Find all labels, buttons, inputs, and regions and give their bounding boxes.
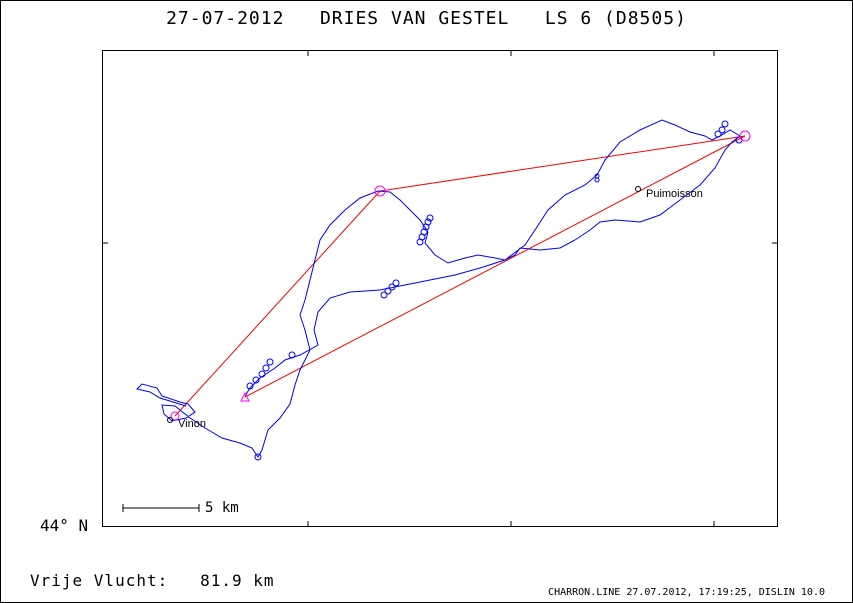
turnpoint-2 — [739, 130, 751, 142]
turnpoint-1 — [374, 185, 386, 197]
puimoisson-marker — [635, 186, 641, 192]
free-flight-distance: Vrije Vlucht: 81.9 km — [30, 571, 275, 590]
axis-ticks — [102, 50, 778, 527]
turnpoints — [170, 130, 751, 421]
town-label-vinon: Vinon — [178, 418, 206, 430]
task-lines — [174, 135, 746, 417]
flight-track — [136, 119, 741, 458]
town-label-puimoisson: Puimoisson — [646, 188, 703, 200]
start-point — [170, 411, 180, 421]
scale-bar-label: 5 km — [205, 500, 239, 516]
finish-marker — [240, 391, 250, 402]
latitude-label: 44° N — [40, 516, 89, 535]
vinon-marker — [167, 417, 173, 423]
file-info: CHARRON.LINE 27.07.2012, 17:19:25, DISLI… — [548, 587, 825, 598]
map-plot-area — [102, 50, 778, 527]
page-title: 27-07-2012 DRIES VAN GESTEL LS 6 (D8505) — [166, 8, 687, 29]
scale-bar — [122, 504, 200, 512]
town-markers — [167, 186, 641, 423]
thermal-markers — [246, 120, 743, 461]
